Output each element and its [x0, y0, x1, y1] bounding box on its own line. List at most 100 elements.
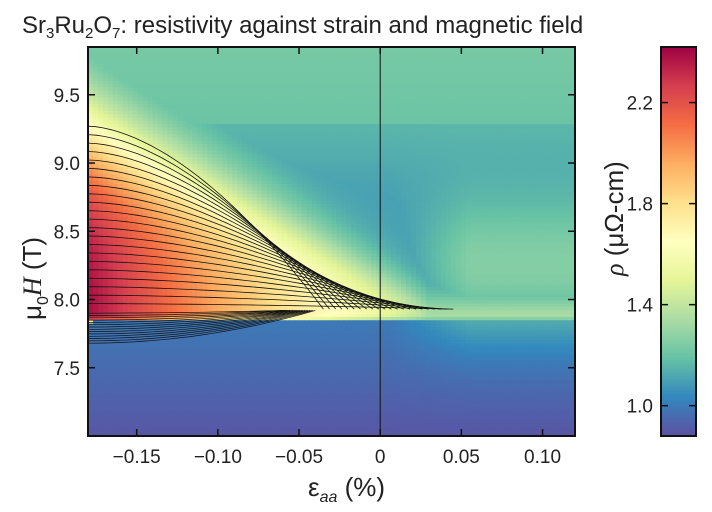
- heatmap-cell: [485, 396, 492, 401]
- heatmap-cell: [152, 366, 159, 371]
- heatmap-cell: [222, 399, 228, 404]
- heatmap-cell: [142, 406, 149, 410]
- heatmap-cell: [276, 369, 283, 374]
- heatmap-cell: [505, 342, 511, 347]
- heatmap-cell: [137, 266, 144, 271]
- heatmap-cell: [276, 339, 283, 344]
- heatmap-cell: [306, 336, 313, 341]
- heatmap-cell: [386, 332, 392, 337]
- heatmap-cell: [510, 299, 516, 304]
- heatmap-cell: [505, 299, 511, 304]
- heatmap-cell: [182, 369, 188, 374]
- heatmap-cell: [321, 312, 328, 317]
- heatmap-cell: [147, 392, 154, 397]
- heatmap-cell: [187, 293, 193, 297]
- heatmap-cell: [366, 432, 372, 436]
- heatmap-cell: [157, 293, 164, 297]
- heatmap-cell: [291, 379, 298, 384]
- heatmap-cell: [291, 332, 298, 337]
- heatmap-cell: [137, 429, 144, 434]
- heatmap-cell: [440, 352, 447, 357]
- heatmap-cell: [540, 336, 546, 341]
- heatmap-cell: [172, 289, 179, 294]
- heatmap-cell: [495, 389, 502, 394]
- heatmap-cell: [306, 386, 313, 391]
- heatmap-cell: [177, 422, 184, 427]
- heatmap-cell: [430, 422, 437, 427]
- heatmap-cell: [192, 392, 198, 397]
- heatmap-cell: [281, 269, 288, 274]
- heatmap-cell: [222, 349, 228, 354]
- heatmap-cell: [386, 382, 392, 387]
- heatmap-cell: [157, 409, 164, 414]
- heatmap-cell: [341, 382, 348, 387]
- heatmap-cell: [550, 306, 556, 311]
- heatmap-cell: [435, 332, 442, 337]
- heatmap-cell: [112, 286, 119, 291]
- heatmap-cell: [415, 293, 422, 297]
- heatmap-cell: [430, 389, 437, 394]
- heatmap-cell: [460, 312, 467, 317]
- heatmap-cell: [107, 316, 114, 321]
- heatmap-cell: [445, 283, 452, 287]
- heatmap-cell: [525, 319, 531, 324]
- heatmap-cell: [485, 306, 492, 311]
- heatmap-cell: [535, 273, 541, 278]
- heatmap-cell: [540, 349, 546, 354]
- heatmap-cell: [396, 273, 402, 278]
- heatmap-cell: [356, 319, 362, 324]
- heatmap-cell: [411, 289, 417, 294]
- heatmap-cell: [411, 326, 417, 331]
- heatmap-cell: [197, 389, 203, 394]
- heatmap-cell: [112, 366, 119, 371]
- heatmap-cell: [361, 356, 367, 361]
- heatmap-cell: [381, 266, 387, 271]
- heatmap-cell: [341, 296, 348, 301]
- heatmap-cell: [336, 279, 343, 284]
- heatmap-cell: [157, 276, 164, 281]
- heatmap-cell: [530, 322, 536, 327]
- heatmap-cell: [445, 296, 452, 301]
- heatmap-cell: [560, 329, 566, 334]
- heatmap-cell: [366, 342, 372, 347]
- heatmap-cell: [381, 359, 387, 364]
- heatmap-cell: [227, 346, 233, 351]
- heatmap-cell: [420, 429, 427, 434]
- heatmap-cell: [386, 366, 392, 371]
- heatmap-cell: [132, 299, 139, 304]
- heatmap-cell: [555, 289, 561, 294]
- heatmap-cell: [266, 289, 273, 294]
- heatmap-cell: [212, 286, 218, 291]
- heatmap-cell: [326, 412, 333, 417]
- heatmap-cell: [450, 362, 457, 367]
- heatmap-cell: [470, 352, 477, 357]
- heatmap-cell: [122, 416, 129, 420]
- heatmap-cell: [157, 376, 164, 381]
- heatmap-cell: [122, 419, 129, 424]
- heatmap-cell: [430, 339, 437, 344]
- heatmap-cell: [331, 429, 338, 434]
- heatmap-cell: [197, 412, 203, 417]
- heatmap-cell: [261, 419, 268, 424]
- heatmap-cell: [341, 412, 348, 417]
- heatmap-cell: [356, 409, 362, 414]
- heatmap-cell: [555, 352, 561, 357]
- heatmap-cell: [490, 299, 497, 304]
- heatmap-cell: [420, 416, 427, 420]
- heatmap-cell: [316, 386, 323, 391]
- heatmap-cell: [500, 419, 507, 424]
- heatmap-cell: [336, 376, 343, 381]
- heatmap-cell: [192, 412, 198, 417]
- heatmap-cell: [97, 342, 104, 347]
- heatmap-cell: [391, 326, 397, 331]
- heatmap-cell: [132, 289, 139, 294]
- heatmap-cell: [147, 422, 154, 427]
- heatmap-cell: [445, 399, 452, 404]
- heatmap-cell: [242, 356, 248, 361]
- heatmap-cell: [535, 362, 541, 367]
- heatmap-cell: [371, 362, 377, 367]
- heatmap-cell: [242, 426, 248, 430]
- heatmap-cell: [475, 422, 482, 427]
- heatmap-cell: [256, 359, 263, 364]
- heatmap-cell: [281, 382, 288, 387]
